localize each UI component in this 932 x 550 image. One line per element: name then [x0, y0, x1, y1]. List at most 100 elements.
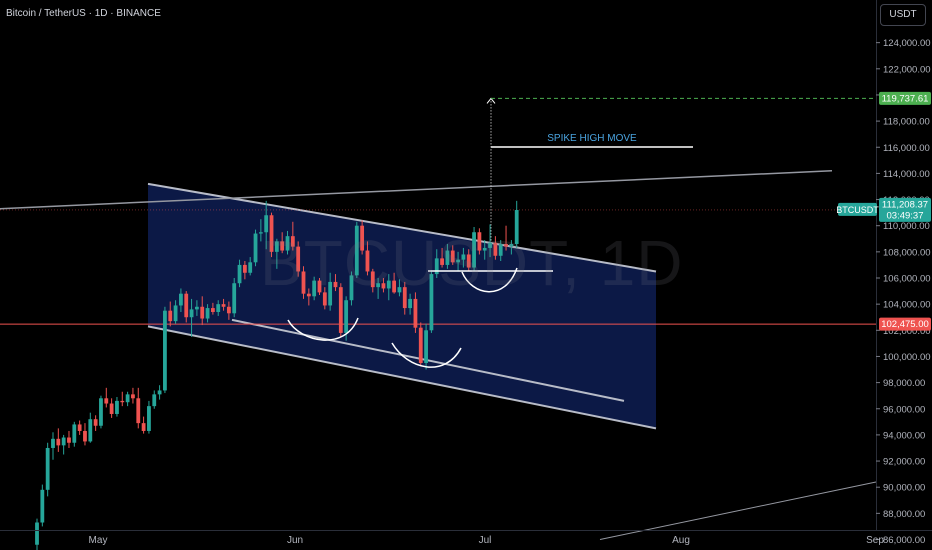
currency-button[interactable]: USDT [880, 4, 926, 26]
price-tick-label: 106,000.00 [883, 274, 931, 285]
candle-body [152, 394, 157, 407]
candle-body [312, 280, 317, 297]
price-tick-label: 116,000.00 [883, 143, 930, 154]
candle-body [216, 304, 221, 312]
time-tick-label: Jul [479, 535, 492, 546]
price-tick-label: 92,000.00 [883, 457, 925, 468]
long-trendline-bottom [599, 481, 877, 540]
candle-body [509, 244, 514, 247]
price-tick-label: 104,000.00 [883, 300, 931, 311]
candle-body [461, 254, 466, 260]
price-tick-label: 110,000.00 [883, 221, 930, 232]
candle-body [333, 281, 338, 288]
candle-body [104, 398, 109, 404]
time-tick-label: Aug [672, 535, 690, 546]
candle-body [338, 287, 343, 333]
candle-body [72, 424, 77, 443]
candle-body [40, 489, 45, 523]
candle-body [482, 247, 487, 251]
price-tick-label: 118,000.00 [883, 117, 930, 128]
candle-body [488, 242, 492, 248]
candle-body [504, 244, 508, 247]
spike-high-label: SPIKE HIGH MOVE [547, 133, 637, 144]
candle-body [477, 232, 482, 251]
candle-body [115, 400, 119, 414]
candle-body [360, 225, 365, 251]
price-tick-label: 114,000.00 [883, 169, 930, 180]
price-tick-label: 102,000.00 [883, 326, 931, 337]
candle-body [392, 280, 397, 293]
candle-body [264, 215, 269, 233]
candle-body [109, 403, 114, 414]
candle-body [285, 236, 290, 251]
candle-body [493, 242, 498, 256]
candle-body [280, 241, 285, 251]
candle-body [418, 327, 423, 363]
candle-body [168, 310, 173, 322]
price-tick-label: 96,000.00 [883, 404, 925, 415]
candle-body [434, 258, 439, 275]
channel-inner-line [231, 318, 625, 402]
candle-body [179, 293, 183, 306]
price-tick-label: 100,000.00 [883, 352, 931, 363]
target-price-label: 119,737.61 [882, 93, 929, 104]
candle-body [45, 447, 50, 490]
candle-body [147, 406, 151, 431]
candle-body [56, 438, 61, 446]
overlay-layer: SPIKE HIGH MOVE [287, 97, 876, 368]
candle-body [99, 398, 103, 426]
candle-body [141, 423, 146, 431]
candle-body [269, 215, 274, 252]
last-price-label: 03:49:37 [887, 210, 924, 221]
chart-title: Bitcoin / TetherUS · 1D · BINANCE [6, 8, 161, 19]
price-axis[interactable]: 86,000.00 88,000.00 90,000.00 92,000.00 94,0… [836, 0, 931, 546]
candle-body [365, 250, 370, 272]
candle-body [498, 244, 503, 256]
candle-body [237, 264, 242, 284]
candle-body [189, 309, 194, 318]
candle-body [408, 298, 412, 309]
symbol-tag: BTCUSDT [836, 205, 879, 215]
candle-body [35, 522, 39, 545]
candle-body [274, 241, 279, 252]
cup-drawing [287, 317, 359, 341]
candle-body [253, 233, 258, 263]
candle-body [290, 236, 295, 247]
price-tick-label: 98,000.00 [883, 378, 925, 389]
candle-body [344, 300, 349, 333]
time-tick-label: Jun [287, 535, 303, 546]
candle-body [136, 398, 141, 424]
long-trendline-top [0, 170, 833, 210]
support-price-label: 102,475.00 [881, 319, 929, 330]
last-price-label-bg [879, 197, 931, 222]
price-tick-label: 124,000.00 [883, 38, 931, 49]
price-tick-label: 94,000.00 [883, 430, 925, 441]
candle-body [429, 274, 434, 331]
candle-body [125, 394, 130, 403]
candle-body [120, 400, 125, 403]
price-tick-label: 108,000.00 [883, 247, 931, 258]
candle-body [248, 262, 253, 273]
candle-body [440, 258, 444, 265]
candle-body [349, 275, 354, 301]
candle-body [258, 232, 263, 234]
candle-body [328, 281, 333, 306]
candles-layer [35, 200, 519, 550]
candle-body [472, 232, 476, 268]
candle-body [184, 293, 189, 318]
candle-body [232, 283, 237, 314]
price-tick-label: 88,000.00 [883, 509, 925, 520]
candle-body [376, 283, 381, 288]
support-price-label-bg [879, 317, 931, 331]
candle-body [466, 254, 471, 268]
time-axis[interactable]: May Jun Jul Aug Sep [0, 530, 932, 547]
candle-body [317, 280, 322, 293]
candle-body [83, 430, 87, 442]
target-price-label-bg [879, 91, 931, 105]
symbol-tag-bg [838, 202, 877, 216]
candle-body [77, 424, 82, 431]
candle-body [51, 438, 55, 448]
candle-body [456, 259, 460, 263]
candle-body [131, 394, 135, 399]
